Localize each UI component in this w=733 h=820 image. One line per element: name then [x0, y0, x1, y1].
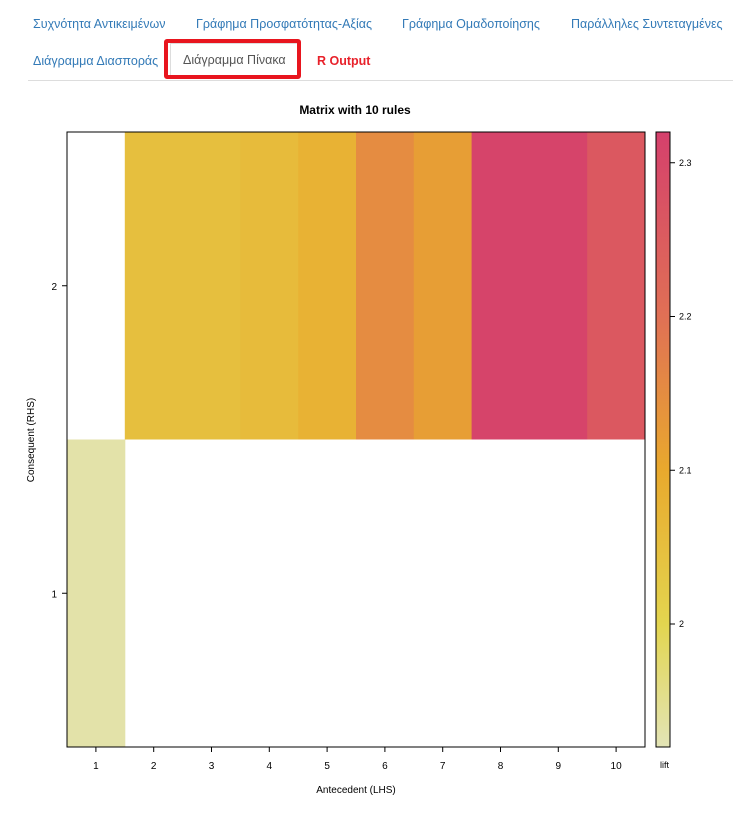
colorbar-tick-label: 2 — [679, 619, 684, 629]
tab-clustering-chart[interactable]: Γράφημα Ομαδοποίησης — [402, 17, 540, 31]
x-tick-label: 7 — [440, 761, 446, 772]
colorbar-ticks: 2 2.1 2.2 2.3 — [670, 158, 692, 629]
tab-item-frequency[interactable]: Συχνότητα Αντικειμένων — [33, 17, 166, 31]
heatmap-cells — [67, 132, 646, 747]
colorbar-tick-label: 2.3 — [679, 158, 692, 168]
heatmap-cell-5-2 — [298, 132, 357, 440]
colorbar-tick-label: 2.1 — [679, 465, 692, 475]
heatmap-cell-8-2 — [471, 132, 530, 440]
chart-title: Matrix with 10 rules — [299, 103, 411, 117]
heatmap-cell-6-2 — [356, 132, 415, 440]
x-tick-label: 1 — [93, 761, 99, 772]
x-tick-label: 2 — [151, 761, 157, 772]
tab-parallel-coordinates[interactable]: Παράλληλες Συντεταγμένες — [571, 17, 723, 31]
colorbar-label: lift — [660, 760, 669, 770]
heatmap-cell-9-2 — [529, 132, 588, 440]
heatmap-cell-4-2 — [240, 132, 299, 440]
x-axis: 1 2 3 4 5 6 7 8 9 10 — [93, 747, 622, 772]
x-tick-label: 4 — [267, 761, 273, 772]
x-axis-label: Antecedent (LHS) — [316, 785, 396, 796]
colorbar-tick-label: 2.2 — [679, 312, 692, 322]
tab-r-output[interactable]: R Output — [317, 54, 371, 68]
y-axis-label: Consequent (RHS) — [26, 398, 37, 482]
heatmap-cell-7-2 — [413, 132, 473, 440]
heatmap-cell-2-2 — [124, 132, 184, 440]
tab-bar: Συχνότητα Αντικειμένων Γράφημα Προσφατότ… — [0, 0, 733, 82]
heatmap-cell-1-1 — [67, 439, 126, 747]
y-tick-label: 2 — [51, 282, 57, 293]
tab-matrix-plot[interactable]: Διάγραμμα Πίνακα — [170, 43, 299, 77]
x-tick-label: 5 — [324, 761, 330, 772]
colorbar — [655, 131, 671, 748]
x-tick-label: 3 — [209, 761, 215, 772]
tab-divider — [28, 80, 733, 81]
x-tick-label: 8 — [498, 761, 504, 772]
tab-scatter-plot[interactable]: Διάγραμμα Διασποράς — [33, 54, 159, 68]
x-tick-label: 9 — [556, 761, 562, 772]
x-tick-label: 6 — [382, 761, 388, 772]
heatmap-cell-10-2 — [587, 132, 646, 440]
y-axis: 12 — [51, 282, 67, 600]
x-tick-label: 10 — [611, 761, 623, 772]
tab-recency-value-chart[interactable]: Γράφημα Προσφατότητας-Αξίας — [196, 17, 373, 31]
y-tick-label: 1 — [51, 589, 57, 600]
plot-frame — [66, 131, 646, 748]
heatmap-cell-3-2 — [182, 132, 241, 440]
